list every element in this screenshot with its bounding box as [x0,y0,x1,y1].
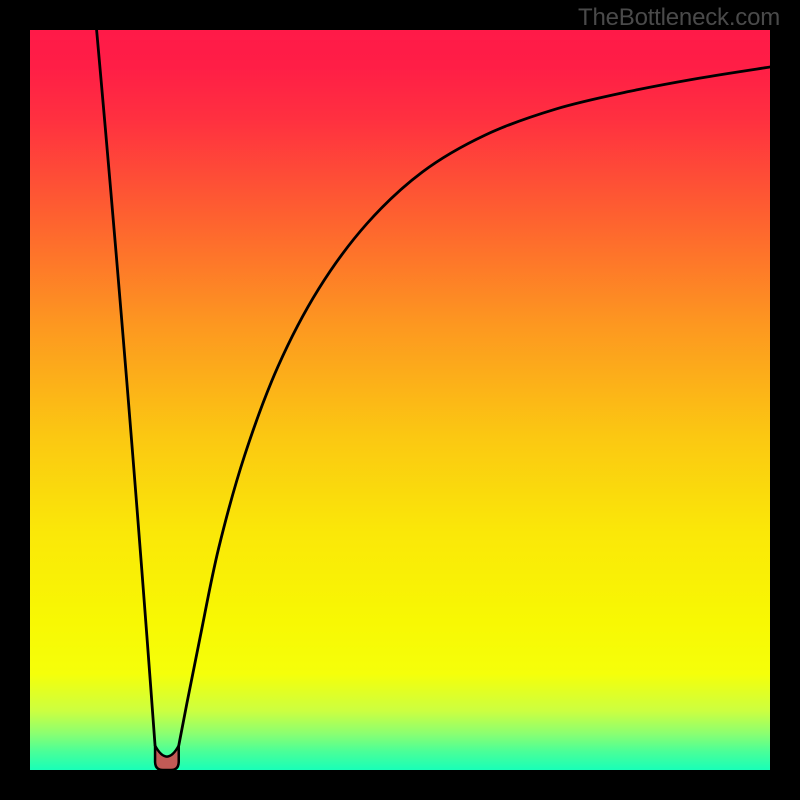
plot-area [30,30,770,770]
chart-frame: TheBottleneck.com [0,0,800,800]
plot-svg [30,30,770,770]
watermark-label: TheBottleneck.com [578,4,780,32]
gradient-background [30,30,770,770]
